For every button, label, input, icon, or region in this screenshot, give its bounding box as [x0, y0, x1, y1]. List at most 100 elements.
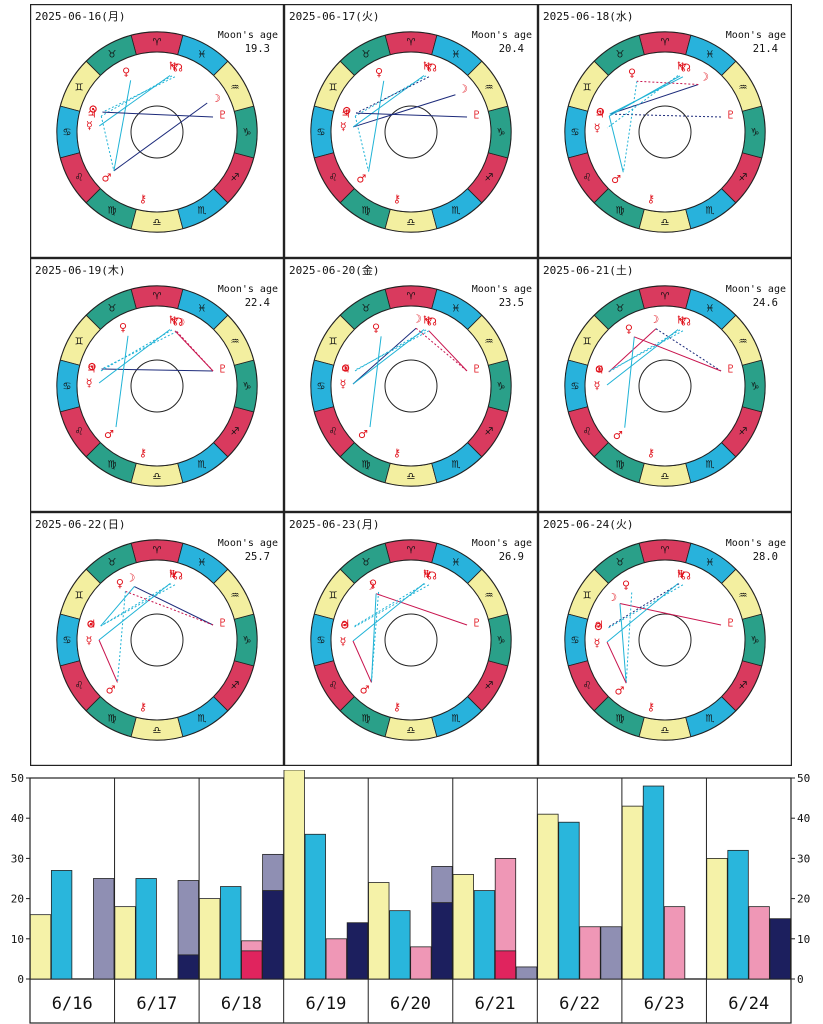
zodiac-sign-icon: ♉︎ — [362, 558, 371, 569]
aspect-line — [98, 329, 171, 384]
zodiac-sign-icon: ♐︎ — [230, 681, 239, 692]
planet-glyph-icon: ☽︎ — [699, 70, 709, 83]
planet-glyph-icon: ☊︎ — [173, 315, 183, 328]
bar — [368, 882, 390, 980]
bar — [135, 878, 157, 980]
zodiac-sign-icon: ♑︎ — [497, 382, 506, 393]
planet-glyph-icon: ⚷︎ — [393, 701, 401, 714]
zodiac-sign-icon: ♐︎ — [230, 173, 239, 184]
planet-glyph-icon: ♃︎ — [594, 364, 604, 377]
bar — [199, 898, 221, 980]
aspect-line — [606, 583, 679, 643]
zodiac-sign-icon: ♒︎ — [484, 591, 493, 602]
center-circle — [130, 359, 184, 413]
planet-glyph-icon: ♆︎ — [169, 568, 179, 581]
aspect-line — [609, 113, 722, 118]
aspect-line — [606, 641, 627, 684]
planet-glyph-icon: ☿︎ — [340, 120, 347, 133]
aspect-line — [354, 583, 426, 627]
cell-frame — [538, 4, 792, 259]
aspect-line — [625, 592, 633, 684]
bar — [537, 813, 559, 980]
planet-glyph-icon: ♇︎ — [218, 616, 228, 629]
x-category-label: 6/20 — [390, 994, 431, 1014]
moon-age-label: Moon's age — [472, 284, 532, 295]
planet-glyph-icon: ☊︎ — [681, 569, 691, 582]
aspect-line — [609, 76, 684, 115]
aspect-line — [352, 640, 372, 683]
planet-glyph-icon: ♀︎ — [119, 321, 127, 334]
moon-age-value: 25.7 — [245, 551, 270, 563]
planet-glyph-icon: ⚷︎ — [647, 447, 655, 460]
zodiac-sign-icon: ♏︎ — [452, 459, 461, 470]
planet-glyph-icon: ☿︎ — [86, 376, 93, 389]
moon-age-label: Moon's age — [218, 30, 278, 41]
planet-glyph-icon: ☿︎ — [594, 121, 601, 134]
aspect-line — [608, 328, 657, 373]
zodiac-sign-icon: ♑︎ — [751, 128, 760, 139]
moon-age-label: Moon's age — [472, 538, 532, 549]
aspect-line — [113, 80, 132, 171]
center-circle — [130, 105, 184, 159]
moon-age-label: Moon's age — [726, 538, 786, 549]
zodiac-sign-icon: ♈︎ — [661, 292, 670, 303]
planet-glyph-icon: ⊙︎ — [341, 361, 350, 374]
aspect-line — [352, 583, 425, 642]
planet-glyph-icon: ☿︎ — [340, 635, 347, 648]
zodiac-sign-icon: ♍︎ — [108, 205, 117, 216]
planet-glyph-icon: ☊︎ — [427, 569, 437, 582]
bar — [600, 926, 622, 980]
planet-glyph-icon: ♆︎ — [424, 314, 434, 327]
zodiac-sign-icon: ♎︎ — [153, 472, 162, 483]
zodiac-sign-icon: ♋︎ — [317, 382, 326, 393]
zodiac-sign-icon: ♌︎ — [583, 681, 592, 692]
zodiac-sign-icon: ♑︎ — [751, 636, 760, 647]
x-category-label: 6/24 — [728, 994, 769, 1014]
aspect-line — [375, 593, 468, 626]
planet-glyph-icon: ☽︎ — [211, 92, 221, 105]
planet-glyph-icon: ☿︎ — [594, 636, 601, 649]
aspect-line — [619, 603, 627, 684]
aspect-line — [368, 80, 385, 172]
aspect-line — [622, 81, 638, 173]
zodiac-sign-icon: ♏︎ — [706, 459, 715, 470]
aspect-line — [606, 75, 679, 129]
zodiac-sign-icon: ♌︎ — [329, 173, 338, 184]
planet-glyph-icon: ⊙︎ — [595, 362, 604, 375]
zodiac-sign-icon: ♌︎ — [583, 427, 592, 438]
planet-glyph-icon: ♂︎ — [106, 684, 116, 697]
aspect-line — [354, 115, 370, 172]
zodiac-sign-icon: ♋︎ — [571, 382, 580, 393]
zodiac-sign-icon: ♍︎ — [616, 713, 625, 724]
planet-glyph-icon: ♇︎ — [726, 362, 736, 375]
zodiac-sign-icon: ♓︎ — [198, 50, 207, 61]
planet-glyph-icon: ⊙︎ — [340, 619, 349, 632]
planet-glyph-icon: ♄︎ — [421, 568, 431, 581]
zodiac-sign-icon: ♊︎ — [75, 337, 84, 348]
center-circle — [384, 105, 438, 159]
wheel-cell: 2025-06-16(月) Moon's age 19.3 ♈︎ ♉︎ ♊︎ ♋︎ ♌︎ ♍︎ ♎… — [30, 4, 285, 259]
planet-glyph-icon: ♆︎ — [423, 568, 433, 581]
zodiac-sign-icon: ♐︎ — [738, 681, 747, 692]
aspect-line — [100, 115, 115, 171]
moon-age-label: Moon's age — [726, 30, 786, 41]
moon-age-value: 24.6 — [753, 297, 778, 309]
aspect-line — [100, 583, 172, 627]
aspect-line — [352, 75, 425, 128]
zodiac-sign-icon: ♓︎ — [452, 304, 461, 315]
zodiac-sign-icon: ♍︎ — [362, 713, 371, 724]
aspect-line — [99, 75, 171, 127]
bar — [663, 906, 686, 980]
zodiac-sign-icon: ♈︎ — [407, 292, 416, 303]
planet-glyph-icon: ☽︎ — [125, 571, 135, 584]
cell-frame — [538, 258, 792, 513]
moon-age-label: Moon's age — [472, 30, 532, 41]
aspect-line — [115, 335, 129, 428]
zodiac-sign-icon: ♉︎ — [362, 50, 371, 61]
zodiac-sign-icon: ♓︎ — [452, 558, 461, 569]
zodiac-sign-icon: ♈︎ — [661, 38, 670, 49]
zodiac-sign-icon: ♊︎ — [329, 83, 338, 94]
y-tick-left: 10 — [11, 933, 24, 946]
wheel-cell: 2025-06-23(月) Moon's age 26.9 ♈︎ ♉︎ ♊︎ ♋︎ ♌︎ ♍︎ ♎… — [284, 512, 539, 766]
planet-glyph-icon: ⊙︎ — [594, 620, 603, 633]
